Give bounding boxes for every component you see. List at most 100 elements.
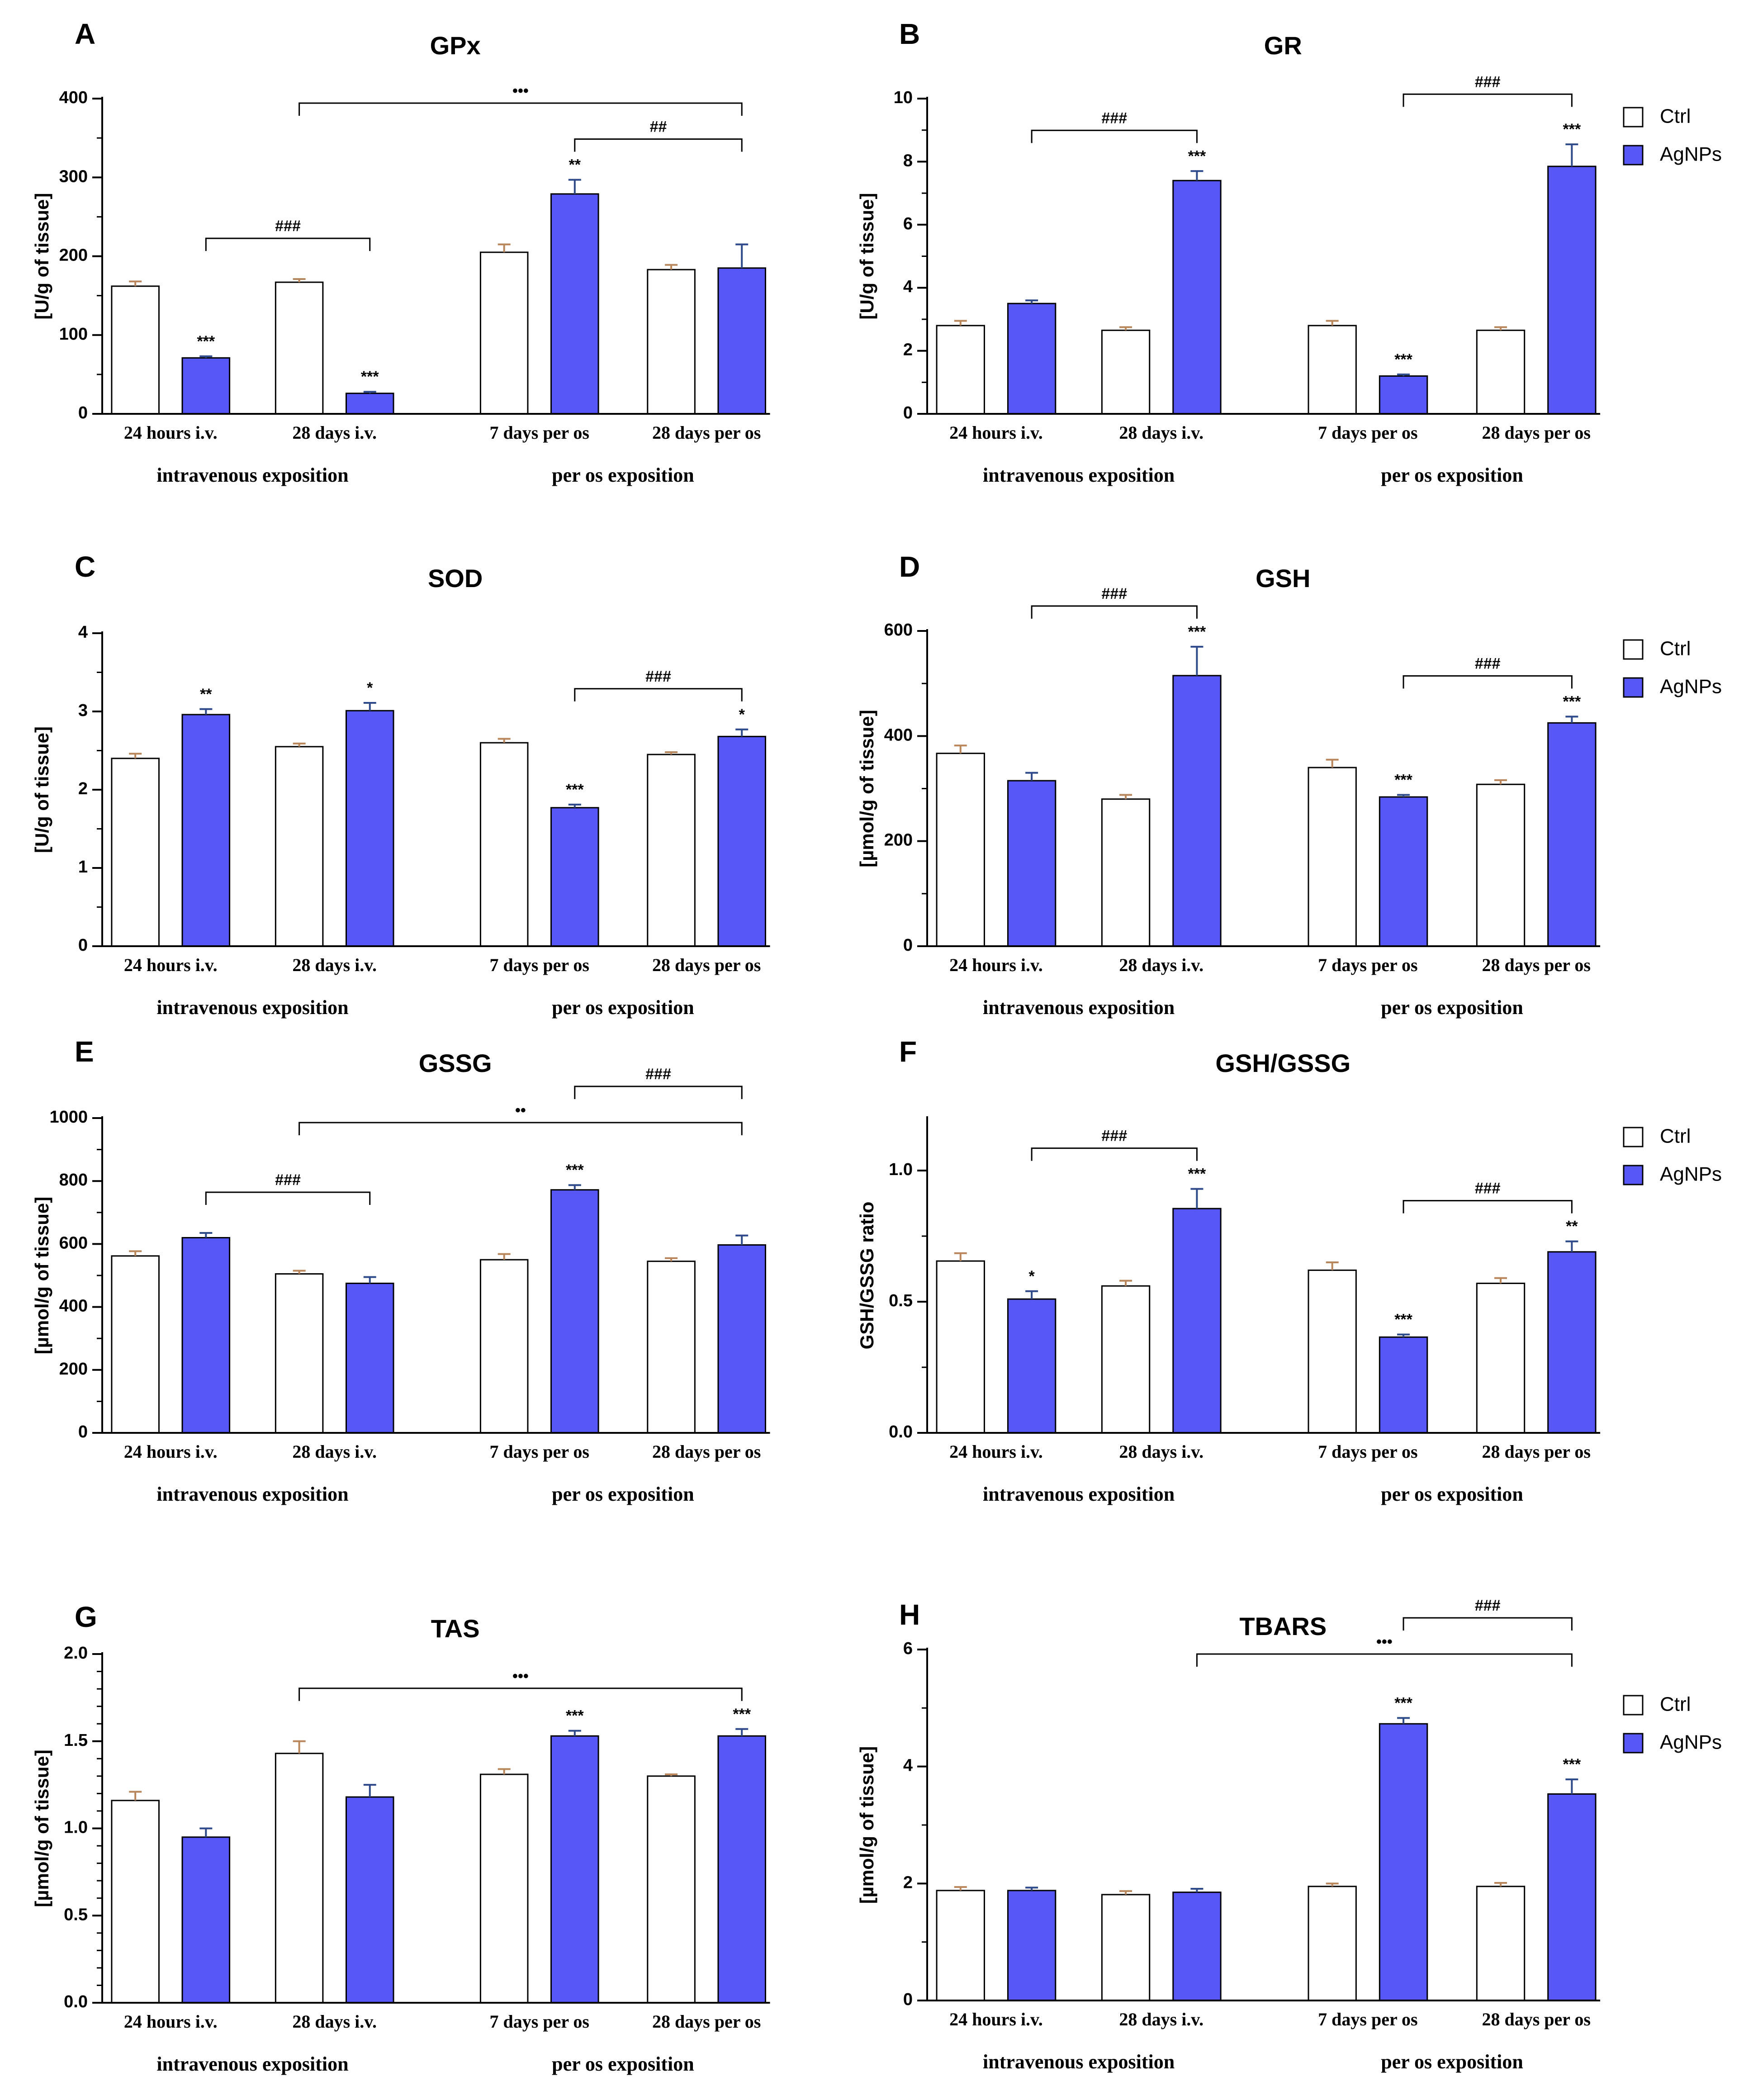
bracket-label: ### — [275, 1171, 301, 1189]
bracket-label: ### — [1475, 1180, 1501, 1197]
y-tick-label: 100 — [59, 325, 88, 344]
panel-label: B — [899, 18, 920, 50]
y-tick-label: 2.0 — [64, 1644, 88, 1663]
bar-ctrl — [275, 746, 324, 947]
bar-ctrl — [936, 325, 985, 415]
bar-agnps — [717, 267, 766, 415]
y-tick-label: 200 — [884, 831, 913, 850]
bar-agnps — [1547, 166, 1597, 415]
bar-agnps — [1547, 722, 1597, 947]
bar-agnps — [1379, 1336, 1428, 1434]
bracket-label: ### — [1475, 1597, 1501, 1614]
significance-marker: * — [1029, 1268, 1035, 1285]
chart-title: TBARS — [1239, 1612, 1327, 1640]
significance-marker: * — [367, 679, 373, 697]
y-tick-label: 0.5 — [889, 1291, 913, 1310]
bar-agnps — [1007, 303, 1057, 415]
x-category-label: 7 days per os — [1318, 955, 1417, 975]
bar-ctrl — [111, 758, 160, 947]
y-axis-label: [µmol/g of tissue] — [856, 1746, 877, 1904]
bar-ctrl — [275, 281, 324, 415]
y-tick-label: 6 — [903, 214, 913, 233]
x-category-label: 28 days per os — [652, 955, 761, 975]
significance-bracket — [1403, 93, 1573, 107]
group-label: intravenous exposition — [983, 996, 1175, 1019]
y-axis-label: [U/g of tissue] — [31, 726, 52, 853]
x-category-label: 7 days per os — [1318, 2009, 1417, 2029]
legend-swatch-agnps — [1623, 1165, 1644, 1185]
y-tick-label: 4 — [78, 623, 88, 642]
y-tick-label: 3 — [78, 701, 88, 720]
bar-ctrl — [1101, 329, 1151, 415]
group-label: per os exposition — [1381, 464, 1523, 486]
bar-agnps — [1379, 1723, 1428, 2001]
bar-agnps — [717, 735, 766, 947]
group-label: intravenous exposition — [156, 1483, 348, 1505]
bar-ctrl — [1476, 1282, 1526, 1434]
significance-bracket — [1031, 129, 1198, 143]
panel-label: F — [899, 1035, 917, 1068]
legend-label-agnps: AgNPs — [1660, 1731, 1722, 1754]
bar-agnps — [550, 1189, 599, 1434]
x-category-label: 7 days per os — [490, 1441, 589, 1462]
y-tick-label: 0 — [78, 936, 88, 955]
x-category-label: 24 hours i.v. — [949, 2009, 1043, 2029]
significance-bracket — [1403, 1617, 1573, 1631]
group-label: per os exposition — [1381, 1483, 1523, 1505]
chart-title: GR — [1264, 31, 1302, 60]
significance-marker: *** — [1563, 1756, 1581, 1773]
bar-agnps — [1172, 180, 1222, 415]
x-category-label: 24 hours i.v. — [124, 422, 218, 443]
group-label: per os exposition — [552, 464, 694, 486]
bar-ctrl — [1476, 329, 1526, 415]
chart-title: SOD — [428, 564, 483, 593]
bar-agnps — [550, 807, 599, 947]
significance-marker: *** — [733, 1706, 751, 1723]
group-label: intravenous exposition — [983, 2051, 1175, 2073]
y-tick-label: 1000 — [49, 1108, 88, 1127]
y-tick-label: 0 — [78, 403, 88, 422]
significance-marker: *** — [1563, 693, 1581, 710]
legend-label-ctrl: Ctrl — [1660, 1125, 1691, 1147]
panel-h: H TBARS 0 2 4 6 [µmol/g of tissue] 24 hours i.v… — [856, 1597, 1722, 2073]
x-category-label: 28 days per os — [1482, 1441, 1590, 1462]
legend-swatch-ctrl — [1623, 1695, 1644, 1716]
legend-label-agnps: AgNPs — [1660, 676, 1722, 698]
bar-ctrl — [111, 1255, 160, 1434]
bar-agnps — [550, 193, 599, 415]
significance-bracket — [299, 1688, 743, 1701]
y-axis-label: [µmol/g of tissue] — [31, 1749, 52, 1907]
y-tick-label: 6 — [903, 1639, 913, 1658]
x-category-label: 28 days i.v. — [292, 2011, 377, 2032]
significance-bracket — [1403, 1200, 1573, 1214]
bar-ctrl — [1476, 1886, 1526, 2001]
bar-ctrl — [1308, 325, 1357, 415]
chart-title: GSH — [1256, 564, 1310, 593]
significance-bracket — [205, 237, 371, 251]
bar-ctrl — [479, 1773, 529, 2004]
x-category-label: 28 days i.v. — [292, 955, 377, 975]
x-category-label: 7 days per os — [490, 955, 589, 975]
bar-ctrl — [647, 1775, 696, 2004]
legend-label-ctrl: Ctrl — [1660, 638, 1691, 660]
panel-label: D — [899, 550, 920, 583]
y-tick-label: 400 — [884, 725, 913, 744]
bar-ctrl — [936, 1890, 985, 2001]
bar-agnps — [1172, 1891, 1222, 2001]
legend-swatch-agnps — [1623, 145, 1644, 166]
group-label: per os exposition — [552, 2053, 694, 2075]
x-category-label: 7 days per os — [490, 422, 589, 443]
bar-ctrl — [1476, 783, 1526, 947]
y-tick-label: 0.0 — [64, 1992, 88, 2011]
chart-title: GPx — [430, 31, 481, 60]
bar-agnps — [181, 1836, 231, 2004]
bar-agnps — [181, 357, 231, 415]
bracket-label: ### — [1475, 655, 1501, 672]
legend-swatch-agnps — [1623, 1733, 1644, 1754]
y-tick-label: 400 — [59, 88, 88, 107]
bar-agnps — [1172, 1208, 1222, 1434]
bar-agnps — [1007, 1298, 1057, 1434]
significance-marker: ** — [200, 686, 212, 703]
x-category-label: 28 days i.v. — [1119, 955, 1204, 975]
panel-b: B GR 0 2 4 6 8 10 [U/g of tissue] 24 hours i.v. 28… — [856, 18, 1722, 486]
